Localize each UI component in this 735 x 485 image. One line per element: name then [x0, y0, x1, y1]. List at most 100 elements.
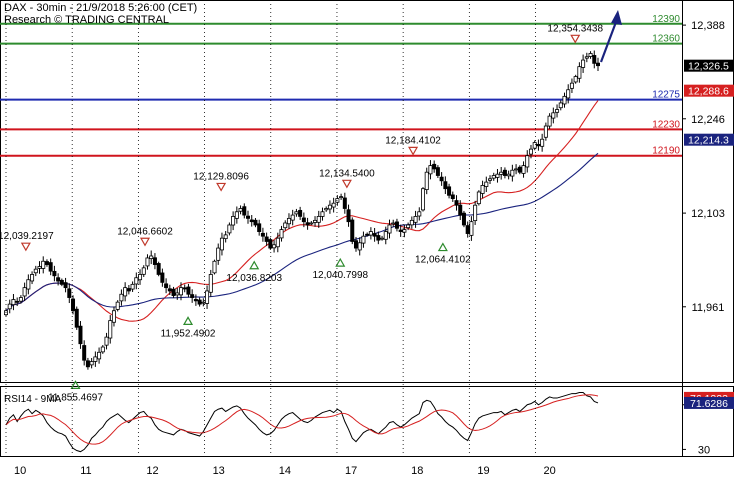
candle-body — [398, 229, 403, 232]
swing-high-marker — [216, 182, 227, 192]
swing-high-label: 12,354.3438 — [547, 23, 603, 34]
candle-body — [335, 198, 340, 203]
candle-body — [37, 266, 42, 269]
rsi-tag-rsi: 71.6286 — [690, 398, 728, 410]
candle — [480, 180, 485, 199]
price-tag-box — [684, 59, 734, 72]
candle-body — [145, 257, 150, 267]
candle-body — [510, 169, 515, 177]
candle — [428, 160, 433, 180]
candle-body — [432, 163, 437, 170]
candle — [528, 144, 533, 159]
candle — [439, 172, 444, 186]
candle-body — [41, 260, 46, 269]
y-tick-label: 12,246 — [691, 114, 725, 126]
candle — [435, 165, 440, 179]
candle-body — [138, 274, 143, 281]
candle — [320, 207, 325, 221]
candle-body — [525, 155, 530, 168]
candle-body — [216, 247, 221, 261]
candle-body — [197, 299, 202, 305]
candle-body — [18, 297, 23, 302]
candle-body — [562, 95, 567, 105]
candle-body — [33, 268, 38, 274]
candle — [178, 282, 183, 301]
candle-body — [491, 175, 496, 179]
candle-body — [167, 288, 172, 292]
candle — [11, 294, 16, 311]
candle-body — [547, 115, 552, 127]
x-tick-label: 18 — [411, 465, 423, 477]
candle-body — [305, 222, 310, 226]
candle-body — [469, 221, 474, 236]
candle-body — [134, 277, 139, 285]
candle-body — [294, 211, 299, 215]
candle — [592, 50, 597, 69]
candle — [327, 200, 332, 214]
candle — [443, 176, 448, 195]
swing-high-label: 12,184.4102 — [385, 135, 441, 146]
candle — [63, 277, 68, 293]
candle-body — [543, 125, 548, 138]
candle-body — [126, 288, 131, 292]
candle — [130, 281, 135, 292]
candle-body — [480, 185, 485, 194]
candle-body — [246, 215, 251, 219]
annotation-high: 12,039.2197 — [0, 231, 54, 252]
candle — [33, 265, 38, 277]
candle-body — [208, 274, 213, 293]
candle — [30, 271, 35, 285]
candle — [484, 176, 489, 193]
candle — [331, 197, 336, 213]
candle — [186, 283, 191, 298]
rsi-ma-line — [5, 394, 599, 445]
candle-body — [171, 288, 176, 296]
candle-body — [540, 138, 545, 147]
candle-body — [93, 356, 98, 362]
candle — [417, 207, 422, 221]
candle-body — [566, 89, 571, 99]
candle — [123, 282, 128, 302]
candle-body — [182, 287, 187, 290]
candle-body — [447, 186, 452, 196]
candle — [402, 224, 407, 238]
candle-body — [298, 209, 303, 217]
candle — [182, 284, 187, 293]
annotation-low: 11,952.4902 — [161, 316, 216, 339]
candle — [383, 226, 388, 245]
candle — [59, 278, 64, 287]
y-tick-label: 12,388 — [691, 20, 725, 32]
candle — [264, 232, 269, 246]
candle — [577, 62, 582, 83]
annotation-low: 11,855.4697 — [48, 380, 103, 403]
candle-body — [119, 293, 124, 302]
swing-low-marker — [249, 260, 260, 270]
candle-body — [97, 351, 102, 360]
swing-high-label: 12,129.8096 — [193, 171, 249, 182]
candle-body — [592, 55, 597, 64]
candle-body — [316, 216, 321, 223]
candle — [41, 256, 46, 274]
candle-body — [368, 231, 373, 236]
candle-body — [361, 235, 366, 244]
candle-body — [201, 301, 206, 304]
swing-high-label: 12,046.6602 — [117, 226, 173, 237]
candle-body — [517, 166, 522, 173]
candle — [197, 297, 202, 307]
annotation-low: 12,040.7998 — [312, 257, 369, 281]
swing-low-label: 12,036.8203 — [226, 273, 282, 284]
candle — [458, 200, 463, 220]
candle — [588, 51, 593, 59]
candle — [495, 169, 500, 183]
candle-body — [85, 360, 90, 368]
candle-body — [290, 214, 295, 221]
candle-body — [234, 211, 239, 219]
candle-body — [186, 286, 191, 295]
candle-body — [428, 165, 433, 175]
candle-body — [581, 59, 586, 68]
candle-body — [573, 76, 578, 83]
candle-body — [461, 212, 466, 226]
candle — [134, 272, 139, 290]
candle — [238, 205, 243, 215]
candle — [208, 269, 213, 297]
